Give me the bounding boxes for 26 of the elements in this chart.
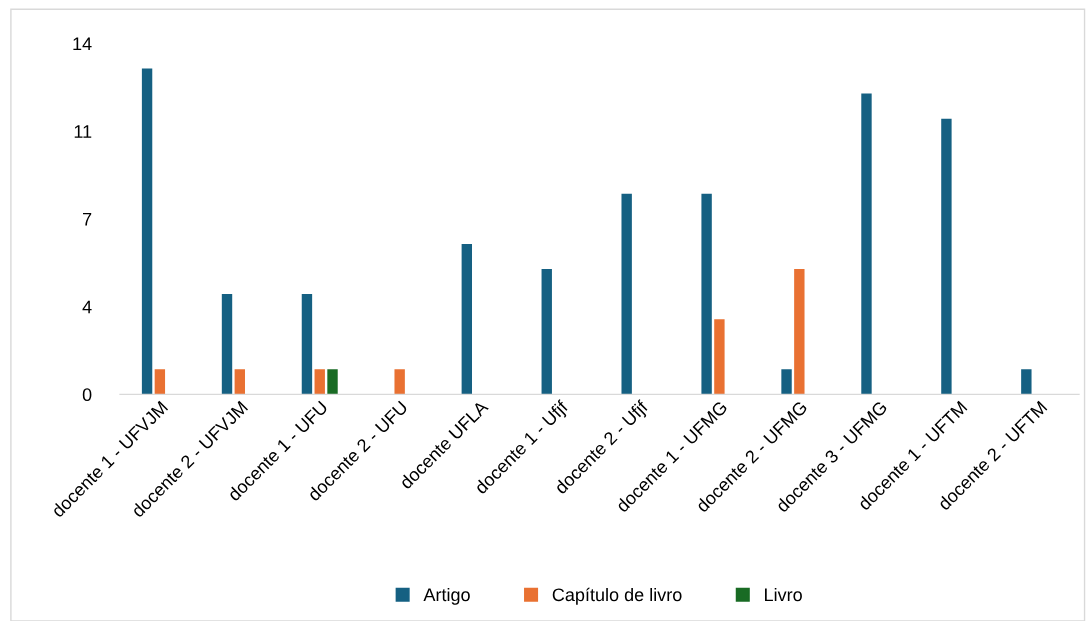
legend-label: Livro [765, 587, 802, 602]
bar [621, 193, 632, 395]
legend-label: Artigo [423, 587, 470, 605]
y-tick-label: 0 [82, 388, 92, 402]
y-tick-label: 14 [73, 37, 92, 51]
bar [861, 93, 872, 395]
bar [314, 369, 325, 395]
legend-label: Capítulo de livro [552, 587, 682, 605]
bar [941, 118, 952, 395]
bar [781, 369, 792, 395]
bar [701, 193, 712, 395]
bar [794, 269, 805, 395]
bar [394, 369, 405, 395]
bar [154, 369, 166, 395]
bar [221, 294, 233, 395]
bar [141, 68, 153, 395]
y-tick-label: 7 [83, 213, 92, 226]
bar [461, 243, 473, 395]
bar [1021, 369, 1032, 395]
bar [301, 294, 313, 395]
bar [234, 369, 245, 395]
bar [714, 319, 725, 395]
y-tick-label: 11 [74, 125, 92, 138]
y-tick-label: 4 [82, 300, 92, 314]
bar [327, 369, 338, 395]
bar [541, 269, 552, 395]
